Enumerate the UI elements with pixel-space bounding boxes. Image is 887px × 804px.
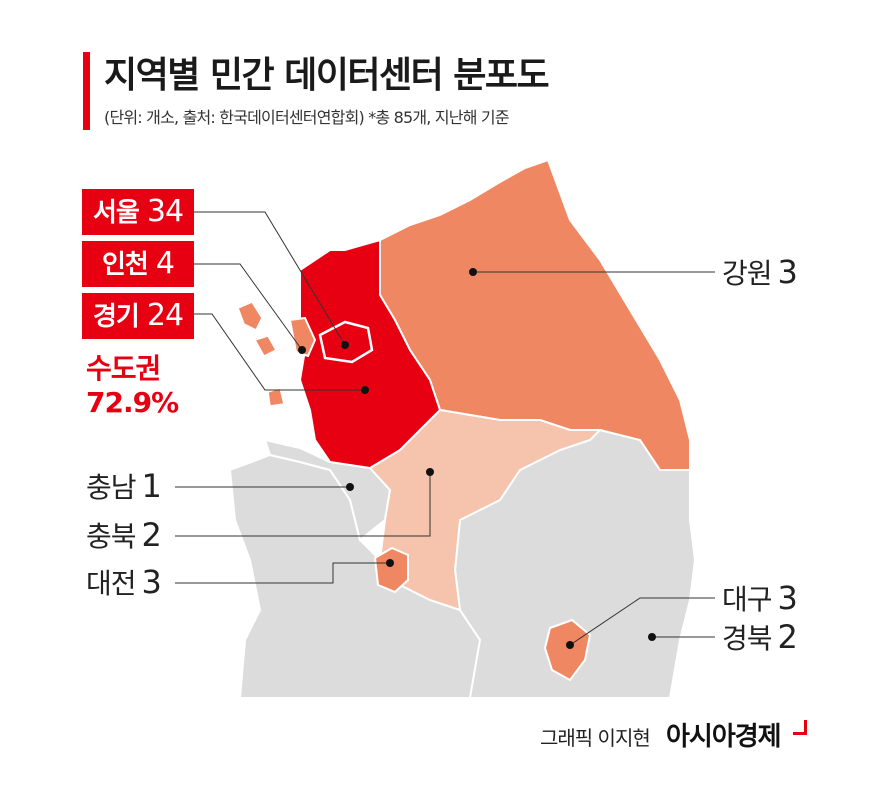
gyeonggi-count: 24 [146,298,184,333]
seoul-label-box: 서울 34 [82,189,194,235]
capital-area-label: 수도권 [86,352,161,385]
gyeongbuk-label: 경북 2 [722,617,798,657]
chungbuk-count: 2 [141,516,162,554]
capital-area-share: 수도권 72.9% [86,352,179,420]
gyeonggi-label-box: 경기 24 [82,293,194,339]
daejeon-label: 대전 3 [86,562,162,602]
map-title: 지역별 민간 데이터센터 분포도 [104,55,550,96]
chungnam-label: 충남 1 [86,466,162,506]
region-incheon [288,316,317,358]
region-gyeonggi [298,238,442,470]
leader-lines [175,211,715,646]
chungnam-count: 1 [141,467,162,505]
daegu-name: 대구 [722,583,773,616]
gyeongbuk-count: 2 [777,618,798,656]
capital-area-value: 72.9% [86,386,179,419]
seoul-dot [341,341,349,349]
chungnam-dot [346,483,354,491]
daejeon-count: 3 [141,563,162,601]
brand-mark-icon [793,720,807,735]
gyeongbuk-name: 경북 [722,622,773,655]
region-daejeon [373,546,409,594]
gangwon-label: 강원 3 [722,252,798,292]
chungbuk-name: 충북 [86,520,137,553]
incheon-dot [298,346,306,354]
gangwon-name: 강원 [722,257,773,290]
daegu-dot [566,641,574,649]
seoul-count: 34 [146,194,184,229]
incheon-label-box: 인천 4 [82,241,194,287]
incheon-name: 인천 [102,250,149,280]
chungbuk-dot [426,468,434,476]
location-dots [298,268,656,649]
gyeonggi-name: 경기 [92,302,140,332]
gangwon-count: 3 [777,253,798,291]
chungbuk-label: 충북 2 [86,515,162,555]
gyeongbuk-dot [648,633,656,641]
graphic-credit: 그래픽 이지현 [540,726,651,750]
title-accent-bar [83,52,90,130]
gangwon-dot [469,268,477,276]
daejeon-dot [386,559,394,567]
region-daegu [543,618,592,682]
region-chungnam [263,438,392,542]
incheon-count: 4 [155,246,175,281]
brand-logo: 아시아경제 [666,722,782,752]
chungnam-name: 충남 [86,471,137,504]
region-incheon-islands [237,301,285,407]
daejeon-name: 대전 [86,567,137,600]
daegu-label: 대구 3 [722,578,798,618]
daegu-count: 3 [777,579,798,617]
map-subtitle: (단위: 개소, 출처: 한국데이터센터연합회) *총 85개, 지난해 기준 [104,108,510,127]
seoul-name: 서울 [92,198,140,228]
gyeonggi-dot [361,386,369,394]
